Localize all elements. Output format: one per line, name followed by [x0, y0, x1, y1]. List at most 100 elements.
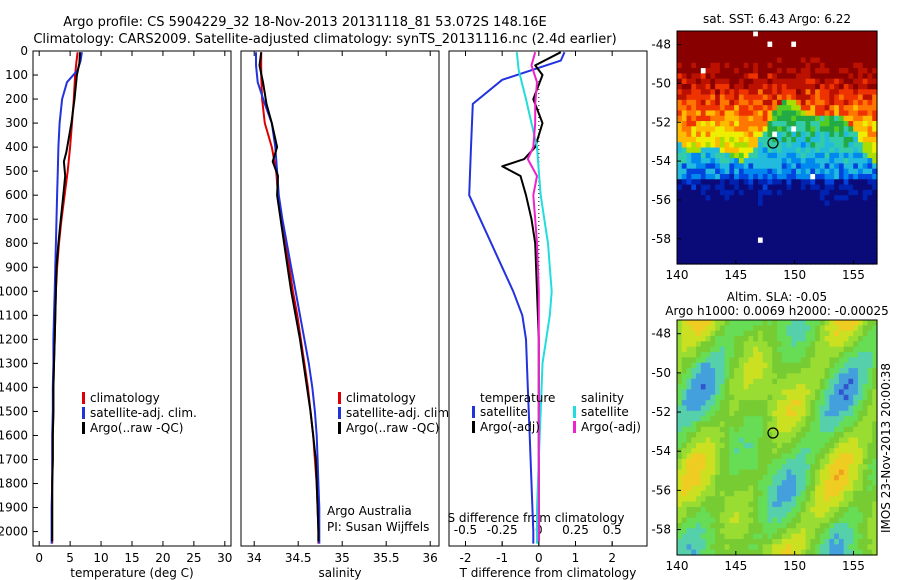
map-cell: [791, 83, 797, 90]
map-cell: [719, 131, 726, 138]
map-cell: [824, 362, 830, 369]
map-cell: [729, 549, 735, 556]
map-cell: [815, 68, 821, 74]
map-cell: [696, 211, 702, 217]
map-cell: [734, 426, 740, 433]
map-cell: [805, 496, 811, 503]
map-cell: [819, 158, 826, 164]
map-cell: [681, 110, 688, 117]
map-cell: [867, 517, 873, 524]
map-cell: [838, 31, 845, 37]
map-cell: [767, 205, 773, 212]
map-cell: [853, 416, 859, 423]
map-cell: [781, 336, 788, 342]
map-cell: [696, 426, 702, 433]
map-cell: [872, 73, 878, 80]
map-cell: [848, 31, 854, 37]
map-cell: [710, 320, 716, 326]
map-cell: [857, 94, 864, 101]
map-cell: [700, 62, 707, 69]
map-cell: [753, 474, 759, 481]
map-cell: [862, 158, 869, 164]
map-cell: [834, 394, 840, 401]
map-cell: [834, 474, 840, 481]
map-cell: [838, 522, 845, 529]
map-cell: [762, 258, 769, 265]
map-cell: [838, 437, 845, 444]
map-cell: [853, 237, 859, 244]
map-cell: [862, 126, 869, 133]
map-cell: [867, 105, 873, 112]
map-cell: [686, 469, 692, 476]
map-cell: [862, 330, 869, 337]
map-cell: [829, 341, 835, 348]
legend-swatch: [573, 406, 576, 418]
map-cell: [734, 126, 740, 133]
map-cell: [791, 237, 797, 244]
map-cell: [724, 410, 730, 417]
map-cell: [772, 544, 778, 551]
map-cell: [738, 346, 745, 353]
map-cell: [757, 94, 764, 101]
map-cell: [867, 147, 873, 154]
map-cell: [810, 184, 816, 191]
map-cell: [686, 168, 692, 175]
map-cell: [691, 517, 697, 524]
map-cell: [867, 421, 873, 428]
map-cell: [757, 121, 764, 127]
map-cell: [738, 83, 745, 90]
map-cell: [772, 83, 778, 90]
map-cell: [777, 528, 783, 535]
map-cell: [724, 147, 730, 154]
map-cell: [781, 426, 788, 433]
map-cell: [796, 142, 802, 149]
map-cell: [681, 368, 688, 375]
map-cell: [715, 253, 721, 260]
map-cell: [767, 533, 773, 540]
map-cell: [781, 126, 788, 133]
map-cell: [796, 163, 802, 170]
map-cell: [734, 200, 740, 207]
map-cell: [767, 538, 773, 545]
map-cell: [753, 126, 759, 133]
map-cell: [715, 378, 721, 385]
map-cell: [677, 421, 683, 428]
map-cell: [781, 368, 788, 375]
map-cell: [767, 121, 773, 127]
map-cell: [824, 421, 830, 428]
map-cell: [710, 195, 716, 202]
map-cell: [738, 94, 745, 101]
map-cell: [800, 232, 807, 239]
map-cell: [872, 68, 878, 74]
map-cell: [729, 152, 735, 159]
map-cell: [729, 94, 735, 101]
map-cell: [748, 189, 754, 196]
map-cell: [848, 248, 854, 255]
map-cell: [834, 179, 840, 186]
map-cell: [848, 490, 854, 497]
map-cell: [834, 131, 840, 138]
map-cell: [777, 147, 783, 154]
map-cell: [719, 163, 726, 170]
map-cell: [710, 89, 716, 96]
map-cell: [715, 506, 721, 513]
map-cell: [829, 62, 835, 69]
y-tick-label: 400: [5, 140, 28, 154]
map-cell: [872, 242, 878, 249]
map-cell: [719, 544, 726, 551]
map-cell: [796, 453, 802, 460]
map-cell: [862, 68, 869, 74]
map-cell: [696, 253, 702, 260]
map-cell: [710, 336, 716, 342]
map-cell: [838, 490, 845, 497]
map-cell: [829, 394, 835, 401]
map-cell: [800, 94, 807, 101]
map-cell: [796, 36, 802, 43]
map-cell: [805, 57, 811, 64]
map-cell: [715, 533, 721, 540]
map-cell: [767, 517, 773, 524]
map-cell: [800, 464, 807, 471]
map-cell: [815, 253, 821, 260]
map-cell: [786, 405, 792, 412]
map-cell: [724, 173, 730, 180]
